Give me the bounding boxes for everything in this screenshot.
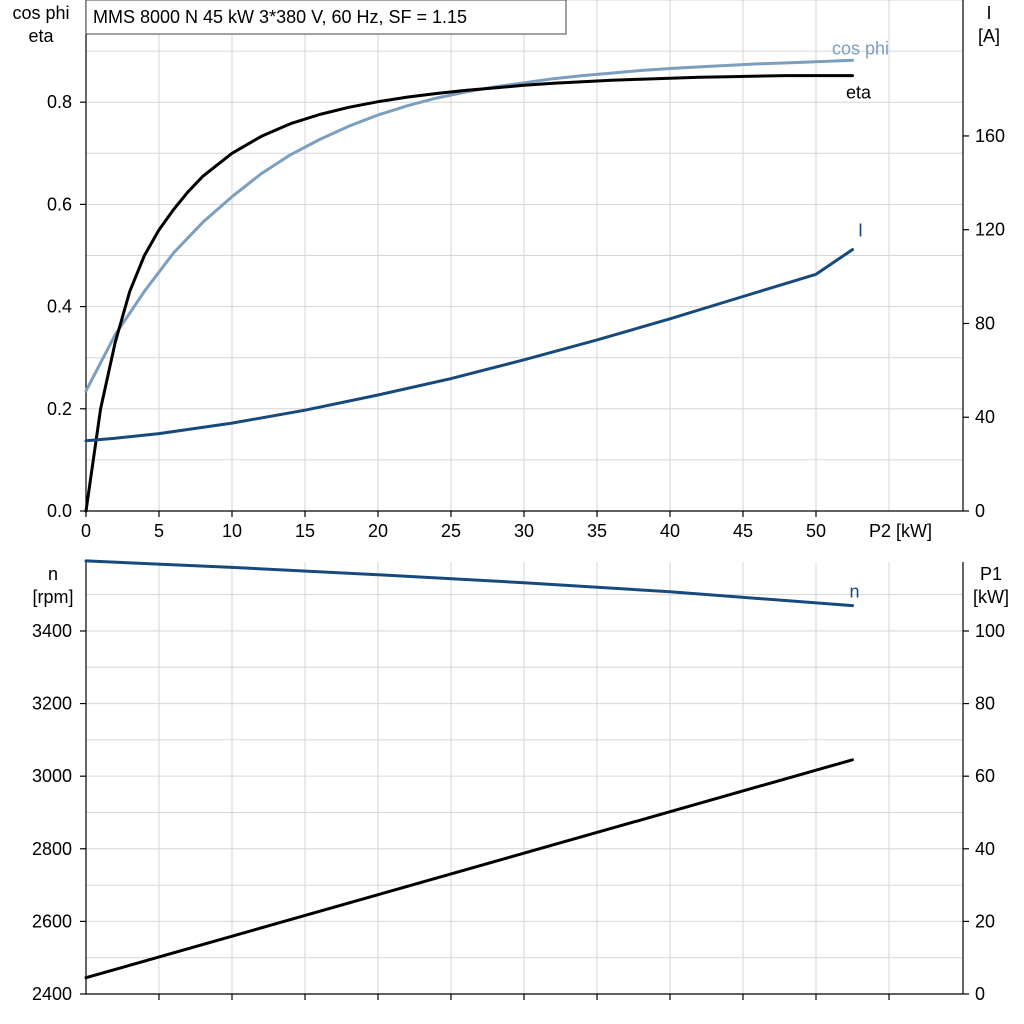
y-left-tick-label: 3200 [32, 694, 72, 714]
y-right-tick-label: 80 [975, 694, 995, 714]
y-right-tick-label: 60 [975, 766, 995, 786]
y-left-tick-label: 0.6 [47, 194, 72, 214]
y-left-tick-label: 0.8 [47, 92, 72, 112]
series-line-I [84, 248, 854, 443]
series-line-eta [84, 74, 854, 513]
title-box [85, 0, 567, 35]
series-label-n: n [849, 582, 859, 602]
x-tick-label: 25 [441, 521, 461, 541]
series-label-cos-phi: cos phi [832, 38, 889, 58]
x-tick-label: 20 [368, 521, 388, 541]
y-left-tick-label: 2600 [32, 911, 72, 931]
y-left-tick-label: 3400 [32, 621, 72, 641]
y-right-tick-label: 40 [975, 407, 995, 427]
x-tick-label: 0 [81, 521, 91, 541]
x-tick-label: 50 [806, 521, 826, 541]
y-right-axis-label: P1 [980, 564, 1002, 584]
series-label-eta: eta [846, 83, 872, 103]
chart-title: MMS 8000 N 45 kW 3*380 V, 60 Hz, SF = 1.… [93, 7, 467, 27]
y-left-axis-label: [rpm] [32, 587, 73, 607]
x-tick-label: 15 [295, 521, 315, 541]
y-left-tick-label: 2400 [32, 984, 72, 1004]
y-right-axis-label: I [986, 3, 991, 23]
x-tick-label: 5 [154, 521, 164, 541]
y-right-axis-label: [kW] [973, 587, 1009, 607]
x-tick-label: 40 [660, 521, 680, 541]
y-left-tick-label: 3000 [32, 766, 72, 786]
y-right-tick-label: 0 [975, 984, 985, 1004]
y-left-axis-label: cos phi [12, 3, 69, 23]
y-right-tick-label: 20 [975, 911, 995, 931]
y-left-tick-label: 2800 [32, 839, 72, 859]
series-line-cos-phi [84, 58, 854, 393]
y-right-tick-label: 120 [975, 220, 1005, 240]
x-tick-label: 10 [222, 521, 242, 541]
x-tick-label: 35 [587, 521, 607, 541]
series-line-P1 [84, 758, 854, 980]
y-left-tick-label: 0.2 [47, 399, 72, 419]
y-right-tick-label: 100 [975, 621, 1005, 641]
y-right-tick-label: 40 [975, 839, 995, 859]
y-left-tick-label: 0.4 [47, 297, 72, 317]
x-tick-label: 30 [514, 521, 534, 541]
series-label-I: I [858, 221, 863, 241]
y-left-axis-label: eta [28, 26, 54, 46]
y-right-axis-label: [A] [978, 26, 1000, 46]
y-right-tick-label: 0 [975, 501, 985, 521]
x-tick-label: 45 [733, 521, 753, 541]
y-left-axis-label: n [48, 564, 58, 584]
y-left-tick-label: 0.0 [47, 501, 72, 521]
y-right-tick-label: 80 [975, 313, 995, 333]
series-line-n [84, 559, 854, 608]
x-axis-label: P2 [kW] [869, 521, 932, 541]
y-right-tick-label: 160 [975, 126, 1005, 146]
